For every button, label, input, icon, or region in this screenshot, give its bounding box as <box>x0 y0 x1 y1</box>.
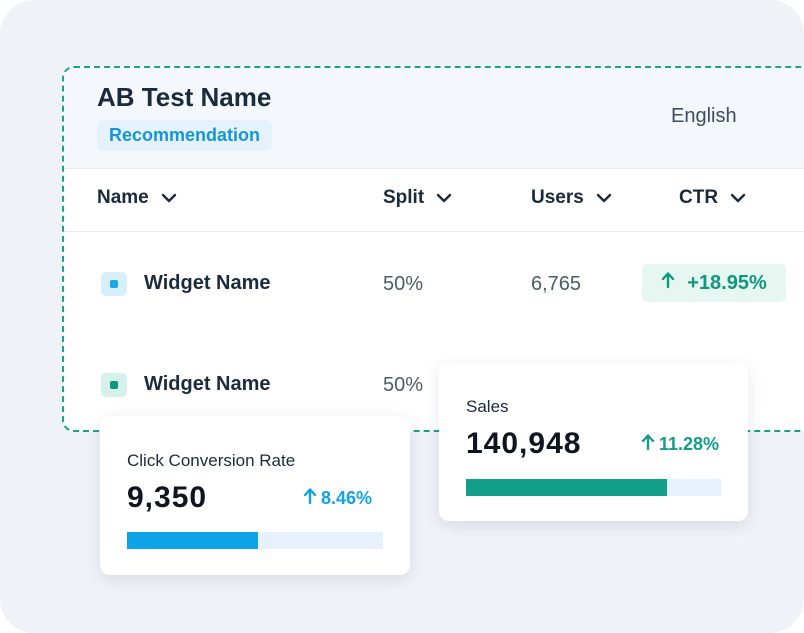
column-label: Split <box>383 187 425 208</box>
chevron-down-icon <box>596 193 612 203</box>
language-selector[interactable]: English <box>671 105 737 127</box>
progress-bar-fill <box>466 479 668 496</box>
column-label: Users <box>531 187 584 208</box>
progress-bar-fill <box>127 532 258 549</box>
row-split: 50% <box>383 273 424 295</box>
change-value: 11.28% <box>659 434 720 454</box>
chevron-down-icon <box>161 193 177 203</box>
progress-bar <box>466 479 721 496</box>
widget-square-icon <box>101 272 127 296</box>
row-split: 50% <box>383 374 424 396</box>
card-change: 8.46% <box>303 487 372 510</box>
test-type-tag: Recommendation <box>97 120 273 151</box>
column-header-users[interactable]: Users <box>531 187 612 209</box>
ctr-badge: +18.95% <box>642 264 786 302</box>
chevron-down-icon <box>730 193 746 203</box>
arrow-up-icon <box>303 487 317 510</box>
column-header-split[interactable]: Split <box>383 187 452 209</box>
arrow-up-icon <box>641 433 655 456</box>
column-header-ctr[interactable]: CTR <box>679 187 746 209</box>
column-header-name[interactable]: Name <box>97 187 177 209</box>
card-value: 9,350 <box>127 481 208 514</box>
row-widget-name[interactable]: Widget Name <box>144 373 271 395</box>
card-value: 140,948 <box>466 427 582 460</box>
sales-card: Sales 140,948 11.28% <box>439 363 748 521</box>
progress-bar <box>127 532 383 549</box>
card-change: 11.28% <box>641 433 719 456</box>
change-value: 8.46% <box>321 488 373 508</box>
row-widget-name[interactable]: Widget Name <box>144 272 271 294</box>
column-label: Name <box>97 187 149 208</box>
arrow-up-icon <box>661 271 675 295</box>
column-label: CTR <box>679 187 719 208</box>
card-label: Sales <box>466 397 509 416</box>
widget-square-icon <box>101 373 127 397</box>
chevron-down-icon <box>436 193 452 203</box>
ab-test-card: AB Test Name Recommendation English Name… <box>62 66 804 432</box>
click-conversion-card: Click Conversion Rate 9,350 8.46% <box>100 416 410 575</box>
ab-test-title: AB Test Name <box>97 82 272 112</box>
header-divider <box>64 231 804 232</box>
ctr-value: +18.95% <box>687 271 767 294</box>
row-users: 6,765 <box>531 273 582 295</box>
card-label: Click Conversion Rate <box>127 451 296 470</box>
ab-test-header: AB Test Name Recommendation English <box>64 68 804 169</box>
